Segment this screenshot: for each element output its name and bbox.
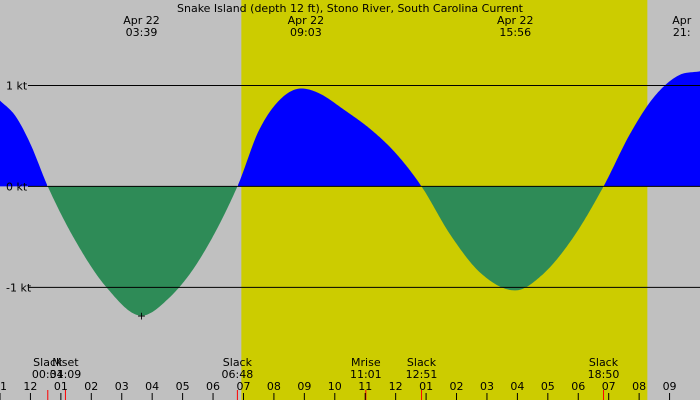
ebb-current-area: [48, 186, 237, 316]
hour-tick-label: 07: [602, 380, 616, 393]
hour-tick-label: 12: [23, 380, 37, 393]
bottom-event-time: 18:50: [588, 368, 620, 381]
hour-tick-label: 09: [663, 380, 677, 393]
bottom-event-label: Slack: [589, 356, 619, 369]
reference-lines-layer: [0, 84, 700, 400]
hour-tick-label: 04: [510, 380, 524, 393]
hour-tick-label: 05: [541, 380, 555, 393]
hour-tick-label: 03: [480, 380, 494, 393]
hour-tick-label: 01: [54, 380, 68, 393]
bottom-event-time: 06:48: [222, 368, 254, 381]
hour-tick-label: 02: [450, 380, 464, 393]
max-ebb-marker: +: [137, 310, 146, 323]
hour-tick-label: 11: [358, 380, 372, 393]
hour-tick-label: 06: [571, 380, 585, 393]
chart-title: Snake Island (depth 12 ft), Stono River,…: [177, 2, 524, 15]
bottom-event-time: 00:34: [32, 368, 64, 381]
hour-tick-label: 09: [297, 380, 311, 393]
bottom-event-time: 12:51: [406, 368, 438, 381]
hour-tick-label: 11: [0, 380, 7, 393]
bottom-event-label: Slack: [407, 356, 437, 369]
y-tick-label: 1 kt: [6, 79, 28, 92]
bottom-event-label: Mrise: [351, 356, 381, 369]
y-tick-label: 0 kt: [6, 180, 28, 193]
labels-layer: Snake Island (depth 12 ft), Stono River,…: [0, 2, 692, 393]
hour-tick-label: 02: [84, 380, 98, 393]
bottom-event-label: Slack: [33, 356, 63, 369]
hour-tick-label: 08: [632, 380, 646, 393]
hour-tick-label: 04: [145, 380, 159, 393]
event-date-label: Apr 22: [497, 14, 534, 27]
event-date-label: Apr 22: [123, 14, 160, 27]
hour-tick-label: 10: [328, 380, 342, 393]
event-time-label: 15:56: [499, 26, 531, 39]
event-date-label: Apr: [672, 14, 692, 27]
bottom-event-label: Mset: [52, 356, 79, 369]
hour-tick-label: 05: [176, 380, 190, 393]
bottom-event-time: 01:09: [50, 368, 82, 381]
hour-tick-label: 07: [236, 380, 250, 393]
hour-tick-label: 01: [419, 380, 433, 393]
current-area-layer: [0, 71, 700, 316]
bottom-event-time: 11:01: [350, 368, 382, 381]
hour-tick-label: 08: [267, 380, 281, 393]
hour-tick-label: 12: [389, 380, 403, 393]
flood-current-area: [0, 100, 47, 187]
ebb-current-area: [422, 186, 603, 291]
flood-current-area: [604, 71, 700, 187]
event-date-label: Apr 22: [288, 14, 325, 27]
event-time-label: 03:39: [126, 26, 158, 39]
hour-tick-label: 06: [206, 380, 220, 393]
flood-current-area: [238, 88, 421, 187]
event-time-label: 09:03: [290, 26, 322, 39]
hour-tick-label: 03: [115, 380, 129, 393]
event-time-label: 21:: [673, 26, 691, 39]
bottom-event-label: Slack: [223, 356, 253, 369]
y-tick-label: -1 kt: [6, 281, 32, 294]
